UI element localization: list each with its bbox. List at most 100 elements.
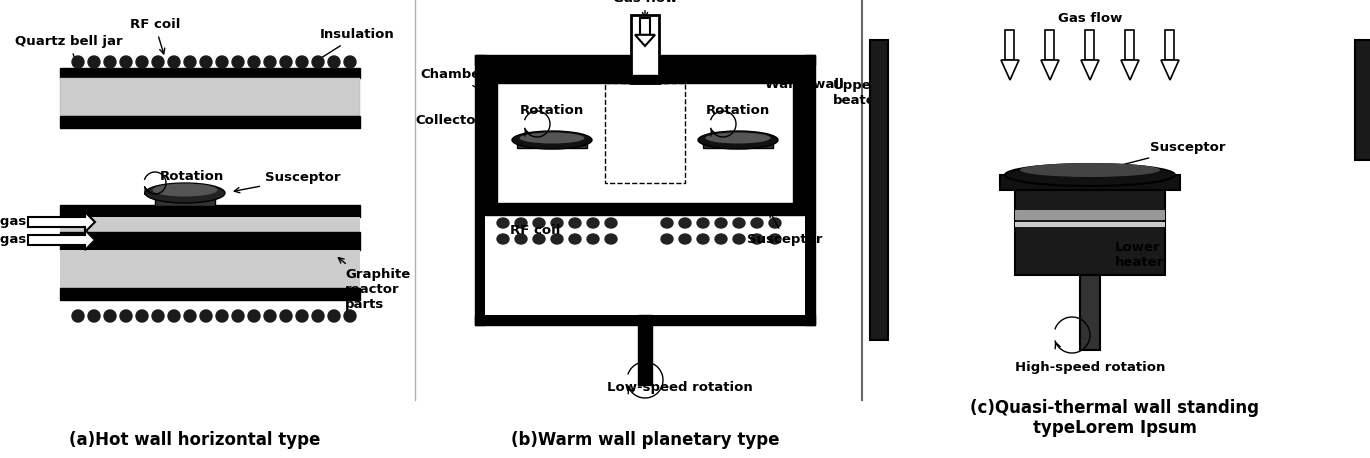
Text: Susceptor: Susceptor <box>234 171 341 193</box>
Ellipse shape <box>73 310 84 322</box>
Bar <box>516 138 586 148</box>
Bar <box>623 75 667 83</box>
Polygon shape <box>636 35 655 46</box>
Ellipse shape <box>264 56 275 68</box>
Polygon shape <box>1126 30 1134 60</box>
Bar <box>60 205 360 217</box>
Text: High-speed rotation: High-speed rotation <box>1015 361 1166 375</box>
Text: Rotation: Rotation <box>519 104 584 116</box>
Bar <box>155 193 215 206</box>
Ellipse shape <box>569 234 581 244</box>
Ellipse shape <box>296 56 308 68</box>
Bar <box>60 78 360 116</box>
Ellipse shape <box>769 218 781 228</box>
Ellipse shape <box>344 56 356 68</box>
Ellipse shape <box>296 310 308 322</box>
Ellipse shape <box>606 218 616 228</box>
Polygon shape <box>1081 60 1099 80</box>
Polygon shape <box>1166 30 1174 60</box>
Polygon shape <box>27 230 95 250</box>
Ellipse shape <box>279 310 292 322</box>
Ellipse shape <box>184 56 196 68</box>
Ellipse shape <box>512 131 592 149</box>
Ellipse shape <box>200 56 212 68</box>
Bar <box>60 232 360 250</box>
Ellipse shape <box>232 56 244 68</box>
Ellipse shape <box>697 218 710 228</box>
Bar <box>1000 175 1180 190</box>
Text: Low-speed rotation: Low-speed rotation <box>607 381 754 393</box>
Polygon shape <box>1160 60 1180 80</box>
Text: Gas flow: Gas flow <box>612 0 677 18</box>
Text: Chamber: Chamber <box>421 69 486 93</box>
Bar <box>1015 222 1164 227</box>
Text: Susceptor: Susceptor <box>1095 142 1226 173</box>
Ellipse shape <box>1021 163 1160 177</box>
Ellipse shape <box>169 310 179 322</box>
Bar <box>485 65 806 83</box>
Ellipse shape <box>216 56 227 68</box>
Ellipse shape <box>104 56 116 68</box>
Text: Upper
beater: Upper beater <box>833 79 882 107</box>
Ellipse shape <box>697 234 710 244</box>
Ellipse shape <box>551 234 563 244</box>
Text: Quartz bell jar: Quartz bell jar <box>15 36 123 69</box>
Bar <box>475 315 815 325</box>
Bar <box>632 15 659 83</box>
Polygon shape <box>1085 30 1095 60</box>
Ellipse shape <box>121 56 132 68</box>
Bar <box>1015 210 1164 220</box>
Ellipse shape <box>497 218 510 228</box>
Ellipse shape <box>551 218 563 228</box>
Ellipse shape <box>248 56 260 68</box>
Bar <box>60 217 360 232</box>
Ellipse shape <box>497 234 510 244</box>
Bar <box>485 83 497 203</box>
Ellipse shape <box>232 310 244 322</box>
Ellipse shape <box>733 234 745 244</box>
Bar <box>60 68 360 78</box>
Polygon shape <box>640 18 649 35</box>
Ellipse shape <box>312 310 323 322</box>
Bar <box>475 55 815 65</box>
Polygon shape <box>27 212 95 232</box>
Ellipse shape <box>145 183 225 203</box>
Ellipse shape <box>533 218 545 228</box>
Polygon shape <box>1121 60 1138 80</box>
Ellipse shape <box>515 234 527 244</box>
Bar <box>485 65 806 315</box>
Bar <box>806 55 815 325</box>
Ellipse shape <box>751 234 763 244</box>
Text: (a)Hot wall horizontal type: (a)Hot wall horizontal type <box>70 431 321 449</box>
Bar <box>1080 275 1100 350</box>
Polygon shape <box>1001 60 1019 80</box>
Text: RF coil: RF coil <box>130 18 181 54</box>
Text: Gas flow: Gas flow <box>1058 11 1122 24</box>
Bar <box>638 315 652 385</box>
Bar <box>60 250 360 288</box>
Ellipse shape <box>152 56 164 68</box>
Ellipse shape <box>1006 164 1175 186</box>
Bar <box>475 55 485 325</box>
Text: (c)Quasi-thermal wall standing
typeLorem Ipsum: (c)Quasi-thermal wall standing typeLorem… <box>970 398 1259 437</box>
Ellipse shape <box>169 56 179 68</box>
Ellipse shape <box>327 310 340 322</box>
Bar <box>60 116 360 128</box>
Ellipse shape <box>200 310 212 322</box>
Ellipse shape <box>586 218 599 228</box>
Ellipse shape <box>136 310 148 322</box>
Ellipse shape <box>751 218 763 228</box>
Ellipse shape <box>519 132 585 143</box>
Ellipse shape <box>569 218 581 228</box>
Ellipse shape <box>606 234 616 244</box>
Ellipse shape <box>216 310 227 322</box>
Ellipse shape <box>715 234 727 244</box>
Ellipse shape <box>152 184 218 196</box>
Bar <box>1355 40 1370 160</box>
Ellipse shape <box>660 218 673 228</box>
Ellipse shape <box>515 218 527 228</box>
Ellipse shape <box>660 234 673 244</box>
Bar <box>60 288 360 300</box>
Text: RF coil: RF coil <box>510 224 560 238</box>
Ellipse shape <box>184 310 196 322</box>
